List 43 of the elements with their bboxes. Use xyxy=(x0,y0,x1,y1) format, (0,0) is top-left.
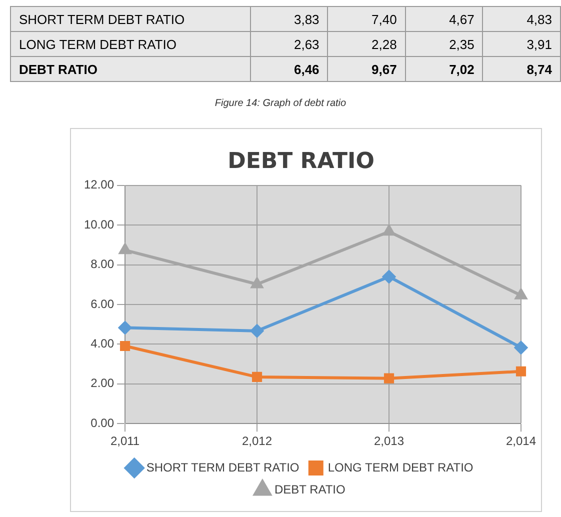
text: 3,83 xyxy=(250,6,328,32)
legend-label: LONG TERM DEBT RATIO xyxy=(328,460,474,474)
text: 7,40 xyxy=(328,6,406,32)
legend-label: SHORT TERM DEBT RATIO xyxy=(146,460,300,474)
point xyxy=(251,278,263,288)
y-tick-label: 10.00 xyxy=(84,217,114,232)
text: 6,46 xyxy=(250,56,328,82)
y-tick-label: 6.00 xyxy=(90,296,114,311)
point xyxy=(120,340,130,352)
text: 2,35 xyxy=(405,32,483,56)
x-tick-label: 2,013 xyxy=(374,434,404,448)
chart-title: DEBT RATIO xyxy=(228,148,374,174)
y-tick-label: 8.00 xyxy=(90,257,114,272)
point xyxy=(384,373,394,384)
point xyxy=(383,225,395,236)
point xyxy=(118,321,132,334)
point xyxy=(250,324,264,338)
text: 3,91 xyxy=(482,32,560,56)
x-tick-label: 2,011 xyxy=(110,434,140,448)
point xyxy=(382,270,396,284)
text: LONG TERM DEBT RATIO xyxy=(19,36,176,52)
text: DEBT RATIO xyxy=(19,62,98,76)
x-tick-label: 2,012 xyxy=(242,434,272,448)
y-tick-label: 12.00 xyxy=(84,178,114,192)
y-tick-label: 4.00 xyxy=(90,336,114,351)
text: SHORT TERM DEBT RATIO xyxy=(19,12,185,26)
y-tick-label: 2.00 xyxy=(90,376,114,390)
text: 2,28 xyxy=(328,32,406,56)
text: 7,02 xyxy=(405,56,483,82)
point xyxy=(515,288,527,300)
point xyxy=(252,372,262,382)
text: 4,83 xyxy=(482,6,560,32)
text: 8,74 xyxy=(482,56,560,82)
caption: Figure 14: Graph of debt ratio xyxy=(214,98,348,109)
point xyxy=(516,366,526,376)
text: 2,63 xyxy=(250,32,328,56)
y-tick-label: 0.00 xyxy=(90,416,114,430)
point xyxy=(119,244,131,254)
x-tick-label: 2,014 xyxy=(506,434,536,448)
legend-label: DEBT RATIO xyxy=(274,482,346,496)
text: 4,67 xyxy=(405,6,483,32)
text: 9,67 xyxy=(328,56,406,82)
point xyxy=(514,341,528,354)
